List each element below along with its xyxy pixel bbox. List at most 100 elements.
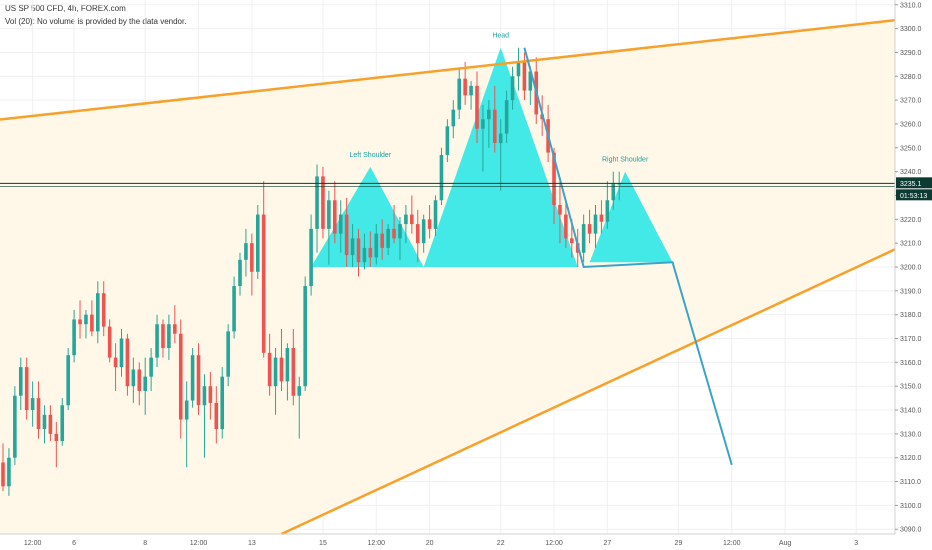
- candle: [315, 164, 319, 253]
- candle: [433, 195, 438, 237]
- candle: [333, 181, 337, 244]
- price-badge: [896, 177, 932, 189]
- candle: [469, 81, 473, 110]
- projection-path: [523, 47, 733, 466]
- candle: [599, 200, 604, 234]
- candle: [72, 309, 76, 363]
- candle: [516, 47, 521, 91]
- candle: [13, 386, 17, 465]
- candle: [297, 376, 302, 439]
- candle: [593, 205, 598, 248]
- candle: [605, 181, 610, 229]
- candle: [350, 224, 355, 267]
- candle: [107, 319, 112, 363]
- candle: [427, 205, 432, 239]
- x-tick-label: Aug: [779, 540, 792, 547]
- y-tick-label: 3140.0: [900, 408, 922, 415]
- candle: [48, 405, 53, 442]
- candle: [581, 214, 586, 263]
- y-tick-label: 3160.0: [900, 360, 922, 367]
- candle: [261, 181, 266, 358]
- x-tick-label: 12:00: [545, 540, 563, 547]
- x-tick-label: 13: [248, 540, 256, 547]
- y-tick-label: 3280.0: [900, 74, 922, 81]
- candle: [255, 205, 260, 279]
- candle: [492, 85, 497, 153]
- left-shoulder-triangle: [311, 166, 424, 267]
- channel-upper-line: [0, 18, 896, 121]
- candle: [178, 319, 183, 439]
- candle: [149, 348, 153, 391]
- x-tick-label: 6: [72, 540, 76, 547]
- candle: [386, 224, 390, 256]
- candle: [321, 166, 325, 239]
- countdown-label: 01:53:13: [900, 193, 927, 200]
- candle: [113, 343, 118, 391]
- candle: [362, 233, 367, 270]
- x-tick-label: 27: [603, 540, 611, 547]
- candle: [173, 305, 177, 344]
- candle: [421, 214, 426, 253]
- candle: [30, 381, 35, 427]
- candle: [244, 228, 248, 277]
- candle: [498, 119, 503, 191]
- candle: [238, 252, 242, 296]
- x-tick-label: 29: [675, 540, 683, 547]
- channel-lower-line: [280, 248, 896, 536]
- candle: [60, 398, 65, 446]
- trend-lines[interactable]: [0, 18, 896, 536]
- candle: [208, 371, 213, 420]
- candle: [155, 314, 159, 368]
- candle: [1, 443, 5, 492]
- candle: [410, 195, 414, 234]
- candle: [398, 216, 402, 260]
- left-shoulder-label: Left Shoulder: [350, 152, 392, 159]
- candle: [125, 333, 130, 396]
- y-tick-label: 3290.0: [900, 50, 922, 57]
- candle: [445, 119, 450, 163]
- candle: [167, 314, 171, 360]
- x-tick-label: 8: [143, 540, 147, 547]
- y-tick-label: 3190.0: [900, 288, 922, 295]
- candle: [226, 324, 230, 387]
- candle: [119, 328, 124, 377]
- candle: [558, 181, 562, 244]
- candle: [101, 281, 106, 337]
- candle: [232, 276, 236, 339]
- candle: [18, 357, 23, 411]
- right-shoulder-triangle: [589, 171, 673, 263]
- candle: [564, 200, 568, 248]
- y-tick-label: 3150.0: [900, 384, 922, 391]
- candle: [196, 343, 201, 415]
- candle: [303, 276, 307, 391]
- candle: [190, 348, 195, 408]
- candle: [392, 205, 396, 244]
- candle: [250, 233, 254, 296]
- x-tick-label: 12:00: [368, 540, 386, 547]
- candle: [356, 228, 361, 277]
- y-tick-label: 3170.0: [900, 336, 922, 343]
- y-tick-label: 3090.0: [900, 527, 922, 534]
- right-shoulder-label: Right Shoulder: [602, 157, 649, 164]
- candle: [415, 209, 420, 263]
- candle: [404, 205, 408, 244]
- candle: [161, 319, 165, 358]
- y-tick-label: 3130.0: [900, 431, 922, 438]
- candle: [338, 200, 343, 253]
- candle: [587, 209, 592, 244]
- candle: [184, 381, 189, 468]
- candle: [504, 90, 509, 144]
- candle: [439, 147, 444, 206]
- candle: [273, 348, 278, 415]
- y-tick-label: 3110.0: [900, 479, 921, 486]
- candle: [309, 214, 313, 296]
- y-tick-label: 3300.0: [900, 26, 922, 33]
- x-tick-label: 22: [497, 540, 505, 547]
- candle: [220, 367, 225, 439]
- candle: [380, 219, 384, 260]
- candle: [90, 300, 94, 337]
- candle: [54, 421, 59, 468]
- candle: [78, 300, 82, 339]
